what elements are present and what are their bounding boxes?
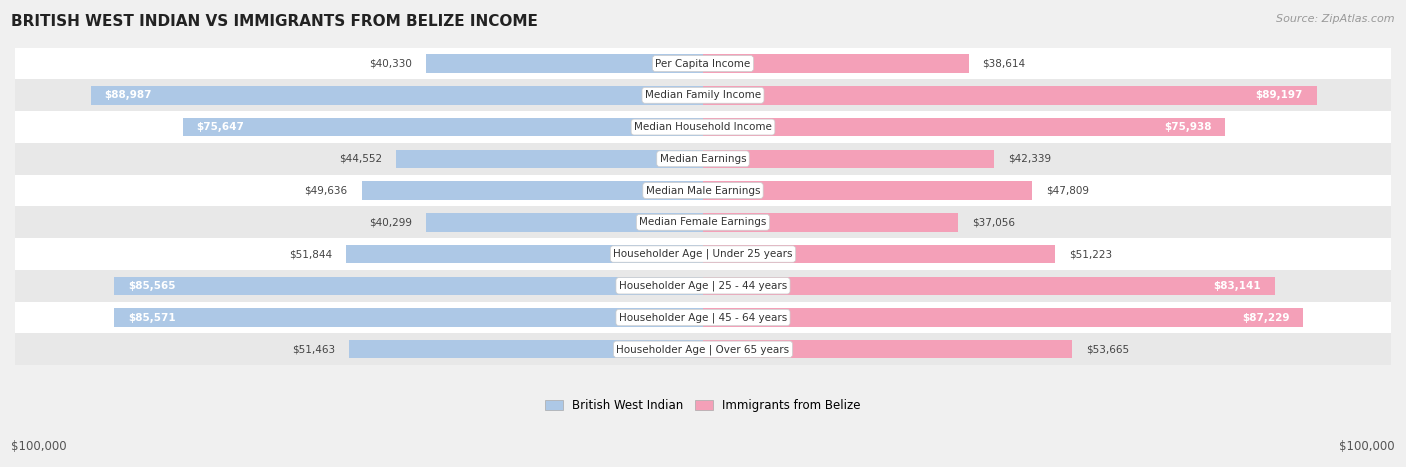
Text: Median Earnings: Median Earnings: [659, 154, 747, 164]
Text: $44,552: $44,552: [340, 154, 382, 164]
Text: Per Capita Income: Per Capita Income: [655, 58, 751, 69]
Text: Median Household Income: Median Household Income: [634, 122, 772, 132]
Bar: [15, 143, 1391, 175]
Bar: [183, 118, 703, 136]
Bar: [15, 175, 1391, 206]
Bar: [15, 238, 1391, 270]
Text: BRITISH WEST INDIAN VS IMMIGRANTS FROM BELIZE INCOME: BRITISH WEST INDIAN VS IMMIGRANTS FROM B…: [11, 14, 538, 29]
Bar: [349, 340, 703, 359]
Bar: [703, 118, 1226, 136]
Bar: [346, 245, 703, 263]
Text: Householder Age | 25 - 44 years: Householder Age | 25 - 44 years: [619, 281, 787, 291]
Text: $42,339: $42,339: [1008, 154, 1052, 164]
Text: $51,844: $51,844: [290, 249, 333, 259]
Bar: [703, 181, 1032, 200]
Text: Source: ZipAtlas.com: Source: ZipAtlas.com: [1277, 14, 1395, 24]
Text: $51,223: $51,223: [1069, 249, 1112, 259]
Bar: [703, 340, 1073, 359]
Bar: [703, 149, 994, 168]
Text: $83,141: $83,141: [1213, 281, 1261, 291]
Bar: [396, 149, 703, 168]
Bar: [361, 181, 703, 200]
Bar: [426, 54, 703, 73]
Text: Median Female Earnings: Median Female Earnings: [640, 217, 766, 227]
Text: $53,665: $53,665: [1085, 344, 1129, 354]
Bar: [114, 276, 703, 295]
Bar: [15, 333, 1391, 365]
Text: $89,197: $89,197: [1256, 90, 1303, 100]
Text: Householder Age | 45 - 64 years: Householder Age | 45 - 64 years: [619, 312, 787, 323]
Text: $47,809: $47,809: [1046, 185, 1088, 196]
Bar: [15, 270, 1391, 302]
Text: $85,571: $85,571: [128, 312, 176, 323]
Bar: [114, 308, 703, 327]
Bar: [15, 302, 1391, 333]
Text: $51,463: $51,463: [292, 344, 335, 354]
Text: Median Family Income: Median Family Income: [645, 90, 761, 100]
Text: $40,299: $40,299: [368, 217, 412, 227]
Text: $37,056: $37,056: [972, 217, 1015, 227]
Text: $100,000: $100,000: [11, 440, 67, 453]
Text: $88,987: $88,987: [104, 90, 152, 100]
Bar: [15, 48, 1391, 79]
Bar: [703, 245, 1056, 263]
Text: $87,229: $87,229: [1241, 312, 1289, 323]
Bar: [15, 79, 1391, 111]
Text: $38,614: $38,614: [983, 58, 1025, 69]
Bar: [15, 206, 1391, 238]
Text: $75,647: $75,647: [197, 122, 245, 132]
Legend: British West Indian, Immigrants from Belize: British West Indian, Immigrants from Bel…: [540, 394, 866, 417]
Bar: [703, 86, 1316, 105]
Bar: [91, 86, 703, 105]
Text: $100,000: $100,000: [1339, 440, 1395, 453]
Text: Median Male Earnings: Median Male Earnings: [645, 185, 761, 196]
Text: Householder Age | Over 65 years: Householder Age | Over 65 years: [616, 344, 790, 354]
Bar: [703, 213, 957, 232]
Text: Householder Age | Under 25 years: Householder Age | Under 25 years: [613, 249, 793, 259]
Bar: [426, 213, 703, 232]
Bar: [15, 111, 1391, 143]
Text: $40,330: $40,330: [368, 58, 412, 69]
Bar: [703, 308, 1303, 327]
Bar: [703, 54, 969, 73]
Text: $85,565: $85,565: [128, 281, 176, 291]
Text: $49,636: $49,636: [305, 185, 347, 196]
Text: $75,938: $75,938: [1164, 122, 1212, 132]
Bar: [703, 276, 1275, 295]
